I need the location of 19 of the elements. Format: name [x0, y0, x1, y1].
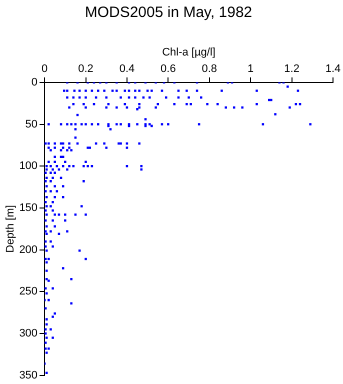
x-tick-label: 1.4: [325, 62, 341, 75]
x-tick-label: 0: [41, 62, 48, 75]
x-tick-label: 1.2: [284, 62, 300, 75]
y-tick-label: 0: [31, 76, 38, 88]
y-tick-label: 100: [19, 160, 38, 172]
y-tick-label: 350: [19, 369, 38, 382]
y-axis-title: Depth [m]: [4, 205, 17, 253]
y-tick-label: 250: [19, 286, 38, 298]
y-tick-label: 300: [19, 328, 38, 340]
x-tick-label: 0.6: [160, 62, 176, 75]
y-tick-label: 200: [19, 244, 38, 256]
chart-title: MODS2005 in May, 1982: [84, 4, 252, 22]
x-axis-title: Chl-a [µg/l]: [162, 46, 216, 59]
y-tick-label: 150: [19, 202, 38, 214]
x-tick-label: 0.4: [119, 62, 135, 75]
y-tick-label: 50: [25, 118, 38, 130]
x-tick-label: 0.8: [202, 62, 218, 75]
x-tick-label: 0.2: [78, 62, 94, 75]
x-tick-label: 1: [248, 62, 254, 75]
